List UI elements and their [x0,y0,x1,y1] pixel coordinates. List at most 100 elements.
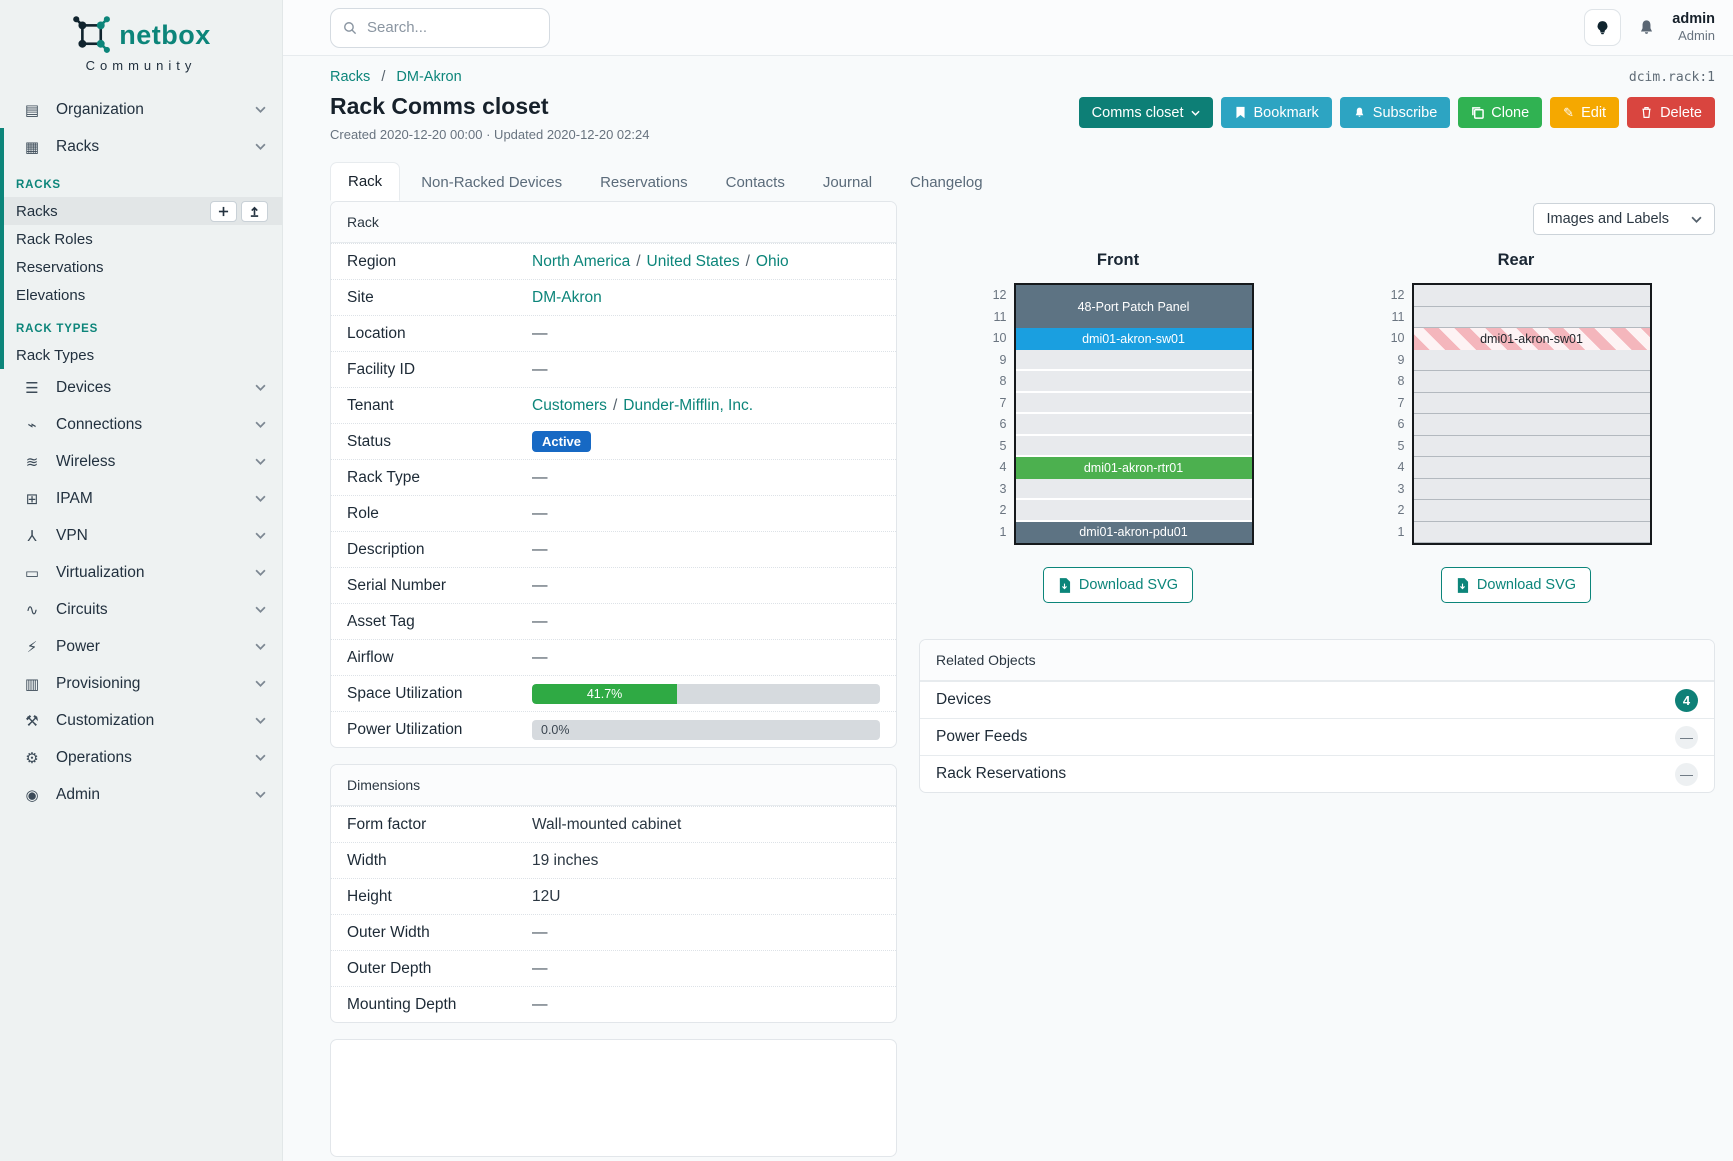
rack-details-panel: Rack Region North America / United States /… [330,201,897,748]
rack-device-router[interactable]: dmi01-akron-rtr01 [1015,457,1252,479]
search-icon [344,21,357,34]
breadcrumb: Racks / DM-Akron [330,69,462,85]
rack-reservations-count-badge: — [1675,762,1698,786]
sidebar-link-rack-types[interactable]: Rack Types [16,346,95,364]
trash-icon [1642,107,1651,118]
rack-device-patch-panel[interactable]: 48-Port Patch Panel [1015,285,1252,328]
import-racks-button[interactable] [241,200,268,222]
sidebar-link-racks[interactable]: Racks [0,197,282,225]
sidebar-link-elevations[interactable]: Elevations [16,286,86,304]
region-link[interactable]: United States [646,252,740,270]
rack-name-dropdown-button[interactable]: Comms closet [1078,97,1213,128]
rack-slot-empty[interactable] [1015,392,1252,414]
row-location: Location — [331,315,896,351]
row-region: Region North America / United States / Ohio [331,243,896,279]
rack-slot-empty[interactable] [1413,500,1650,522]
main-area: admin Admin Racks / DM-Akron dcim.rack:1… [283,0,1733,1161]
row-space-utilization: Space Utilization 41.7% [331,675,896,711]
rear-unit-numbers: 12 11 10 9 8 7 6 5 4 3 2 1 [1390,288,1405,539]
rack-slot-empty[interactable] [1413,521,1650,543]
tab-reservations[interactable]: Reservations [600,174,688,191]
breadcrumb-site[interactable]: DM-Akron [396,69,462,85]
elevation-view-select[interactable]: Images and Labels [1533,203,1715,235]
region-link[interactable]: Ohio [755,252,789,270]
rack-slot-empty[interactable] [1015,349,1252,371]
brand[interactable]: netbox Community [0,0,282,79]
add-rack-button[interactable] [210,200,237,222]
rear-rack-diagram: dmi01-akron-sw01 [1411,283,1652,545]
rack-slot-empty[interactable] [1413,414,1650,436]
chevron-down-icon [255,458,266,465]
tenant-group-link[interactable]: Customers [532,396,607,414]
region-link[interactable]: North America [532,252,631,270]
sidebar-item-racks[interactable]: ▦ Racks [0,128,282,165]
tab-non-racked-devices[interactable]: Non-Racked Devices [421,174,563,191]
global-search[interactable] [330,7,550,48]
sidebar-item-ipam[interactable]: ⊞ IPAM [0,480,282,517]
search-input[interactable] [367,19,537,36]
clone-button[interactable]: Clone [1458,97,1543,128]
front-title: Front [1096,251,1140,269]
rack-slot-empty[interactable] [1413,349,1650,371]
admin-icon: ◉ [25,786,39,804]
related-devices-row[interactable]: Devices 4 [920,681,1714,718]
rack-slot-empty[interactable] [1413,371,1650,393]
chevron-down-icon [255,606,266,613]
racks-nav-group: ▦ Racks RACKS Racks [0,128,282,369]
bell-plus-icon [1355,107,1364,117]
rack-device-switch-rear-face[interactable]: dmi01-akron-sw01 [1413,328,1650,350]
sidebar-item-provisioning[interactable]: ▥ Provisioning [0,665,282,702]
rack-slot-empty[interactable] [1413,306,1650,328]
sidebar-item-customization[interactable]: ⚒ Customization [0,702,282,739]
subscribe-button[interactable]: Subscribe [1339,97,1451,128]
sidebar-item-admin[interactable]: ◉ Admin [0,776,282,813]
plus-icon [218,206,229,216]
sidebar-link-rack-roles[interactable]: Rack Roles [16,230,93,248]
rack-slot-empty[interactable] [1015,478,1252,500]
related-power-feeds-row[interactable]: Power Feeds — [920,718,1714,755]
tenant-link[interactable]: Dunder-Mifflin, Inc. [623,396,754,414]
rack-slot-empty[interactable] [1413,392,1650,414]
tab-rack[interactable]: Rack [330,162,401,201]
related-rack-reservations-row[interactable]: Rack Reservations — [920,755,1714,792]
site-link[interactable]: DM-Akron [532,288,602,306]
next-panel-sliver [330,1039,897,1157]
notifications-bell-icon[interactable] [1637,18,1656,37]
row-site: Site DM-Akron [331,279,896,315]
rack-slot-empty[interactable] [1015,414,1252,436]
bookmark-button[interactable]: Bookmark [1220,97,1332,128]
rack-slot-empty[interactable] [1413,285,1650,307]
download-rear-svg-button[interactable]: Download SVG [1440,567,1592,603]
tab-contacts[interactable]: Contacts [725,174,785,191]
download-front-svg-button[interactable]: Download SVG [1042,567,1194,603]
chevron-down-icon [1691,216,1702,223]
sidebar-item-devices[interactable]: ☰ Devices [0,369,282,406]
rack-slot-empty[interactable] [1015,371,1252,393]
sidebar-item-power[interactable]: ⚡ Power [0,628,282,665]
rack-device-pdu[interactable]: dmi01-akron-pdu01 [1015,521,1252,543]
edit-button[interactable]: ✎ Edit [1550,97,1620,128]
sidebar-item-virtualization[interactable]: ▭ Virtualization [0,554,282,591]
rack-slot-empty[interactable] [1015,435,1252,457]
rack-device-switch[interactable]: dmi01-akron-sw01 [1015,328,1252,350]
rack-slot-empty[interactable] [1413,435,1650,457]
tab-journal[interactable]: Journal [822,174,873,191]
circuits-icon: ∿ [25,601,39,619]
sidebar-link-reservations[interactable]: Reservations [16,258,104,276]
sidebar-item-circuits[interactable]: ∿ Circuits [0,591,282,628]
breadcrumb-racks[interactable]: Racks [330,69,371,85]
sidebar-item-organization[interactable]: ▤ Organization [0,91,282,128]
sidebar-item-vpn[interactable]: ⅄ VPN [0,517,282,554]
sidebar-item-wireless[interactable]: ≋ Wireless [0,443,282,480]
rack-slot-empty[interactable] [1015,500,1252,522]
row-airflow: Airflow — [331,639,896,675]
user-menu[interactable]: admin Admin [1672,10,1715,44]
tab-changelog[interactable]: Changelog [910,174,983,191]
theme-toggle-button[interactable] [1584,9,1622,46]
sidebar-item-operations[interactable]: ⚙ Operations [0,739,282,776]
sidebar-item-connections[interactable]: ⌁ Connections [0,406,282,443]
delete-button[interactable]: Delete [1627,97,1715,128]
rack-slot-empty[interactable] [1413,457,1650,479]
rack-slot-empty[interactable] [1413,478,1650,500]
row-power-utilization: Power Utilization 0.0% [331,711,896,747]
